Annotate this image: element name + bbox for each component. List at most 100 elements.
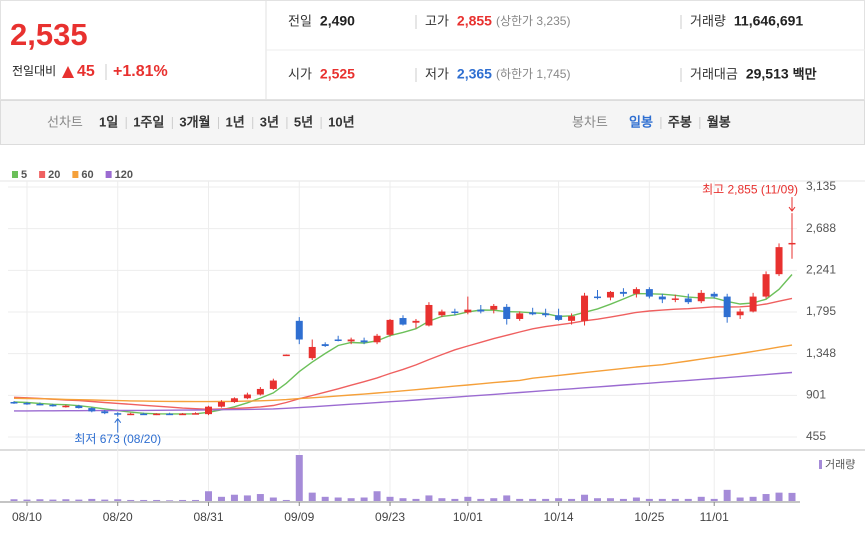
volume-bar	[684, 498, 692, 501]
volume-bar	[645, 498, 653, 501]
up-icon	[62, 66, 74, 78]
period-button[interactable]: 3개월	[179, 114, 210, 129]
period-button[interactable]: 1년	[226, 114, 245, 129]
period-button[interactable]: 10년	[328, 114, 354, 129]
candle-body	[762, 274, 770, 297]
volume-bar	[568, 498, 576, 501]
candle-body	[49, 404, 57, 407]
volume-bar	[166, 500, 174, 501]
x-tick-label: 08/20	[103, 510, 133, 524]
candle-body	[179, 413, 187, 416]
volume-bar	[788, 492, 796, 501]
candle-body	[464, 309, 472, 313]
candle-body	[373, 335, 381, 343]
quote-sub: (상한가 3,235)	[496, 14, 570, 28]
quote-label: 전일	[288, 13, 312, 28]
candle-body	[75, 405, 83, 409]
candle-body	[10, 402, 18, 404]
volume-bar	[581, 494, 589, 501]
candle-body	[438, 311, 446, 316]
candle-body	[581, 295, 589, 321]
quote-value: 2,855	[457, 13, 492, 29]
ma-line	[13, 344, 793, 403]
price: 2,535	[10, 17, 88, 52]
volume-bar	[477, 498, 485, 501]
period-button[interactable]: 3년	[260, 114, 279, 129]
volume-bar	[179, 499, 187, 501]
volume-bar	[464, 496, 472, 501]
line-chart-label: 선차트	[47, 114, 83, 129]
candle-button[interactable]: 주봉	[668, 114, 692, 129]
candle-body	[477, 309, 485, 312]
volume-bar	[49, 499, 57, 501]
candle-body	[503, 306, 511, 319]
high-annotation: 최고 2,855 (11/09)	[702, 182, 798, 196]
candle-button[interactable]: 월봉	[707, 114, 731, 129]
volume-bar	[23, 499, 31, 501]
candle-body	[619, 291, 627, 294]
candle-body	[412, 320, 420, 323]
volume-bar	[490, 498, 498, 501]
x-tick-label: 09/09	[284, 510, 314, 524]
volume-bar	[373, 491, 381, 501]
candle-body	[542, 313, 550, 316]
volume-bar	[347, 498, 355, 501]
volume-bar	[269, 497, 277, 501]
candle-body	[555, 315, 563, 320]
legend-swatch	[105, 171, 112, 178]
volume-bar	[529, 498, 537, 501]
period-button[interactable]: 5년	[294, 114, 313, 129]
candle-body	[36, 403, 44, 406]
candle-body	[140, 413, 148, 416]
legend-swatch	[819, 460, 822, 469]
period-button[interactable]: 1주일	[133, 114, 164, 129]
candle-body	[490, 305, 498, 310]
volume-bar	[295, 455, 303, 501]
y-tick-label: 1,348	[806, 346, 836, 360]
quote-sub: (하한가 1,745)	[496, 67, 570, 81]
x-tick-label: 09/23	[375, 510, 405, 524]
volume-bar	[451, 498, 459, 501]
x-tick-label: 08/10	[12, 510, 42, 524]
candle-body	[334, 339, 342, 341]
candle-body	[256, 388, 264, 395]
volume-bar	[736, 497, 744, 501]
candle-body	[360, 340, 368, 343]
candle-body	[775, 247, 783, 275]
volume-bar	[282, 499, 290, 501]
y-tick-label: 2,688	[806, 221, 836, 235]
candle-body	[386, 319, 394, 335]
volume-bar	[762, 494, 770, 501]
volume-bar	[542, 498, 550, 501]
volume-bar	[308, 492, 316, 501]
candle-body	[671, 298, 679, 300]
candle-body	[529, 312, 537, 315]
volume-bar	[192, 499, 200, 501]
period-button[interactable]: 1일	[99, 114, 118, 129]
volume-bar	[101, 499, 109, 501]
volume-bar	[243, 495, 251, 501]
ma-line	[14, 371, 793, 412]
legend-label: 60	[81, 169, 93, 181]
volume-bar	[386, 496, 394, 501]
volume-bar	[205, 491, 212, 501]
candle-body	[153, 413, 161, 416]
candle-body	[645, 289, 653, 297]
legend-label: 120	[115, 169, 133, 181]
volume-bar	[399, 498, 407, 501]
candle-chart-label: 봉차트	[572, 114, 608, 129]
volume-bar	[749, 496, 757, 501]
candle-body	[243, 394, 251, 399]
quote-value: 29,513	[746, 66, 789, 82]
y-tick-label: 455	[806, 429, 826, 443]
volume-bar	[88, 498, 96, 501]
volume-bar	[697, 496, 705, 501]
volume-bar	[775, 492, 783, 501]
candle-body	[516, 313, 524, 319]
candle-body	[114, 413, 122, 415]
low-arrow	[114, 417, 122, 433]
candle-body	[269, 380, 277, 389]
candle-button[interactable]: 일봉	[629, 114, 653, 129]
